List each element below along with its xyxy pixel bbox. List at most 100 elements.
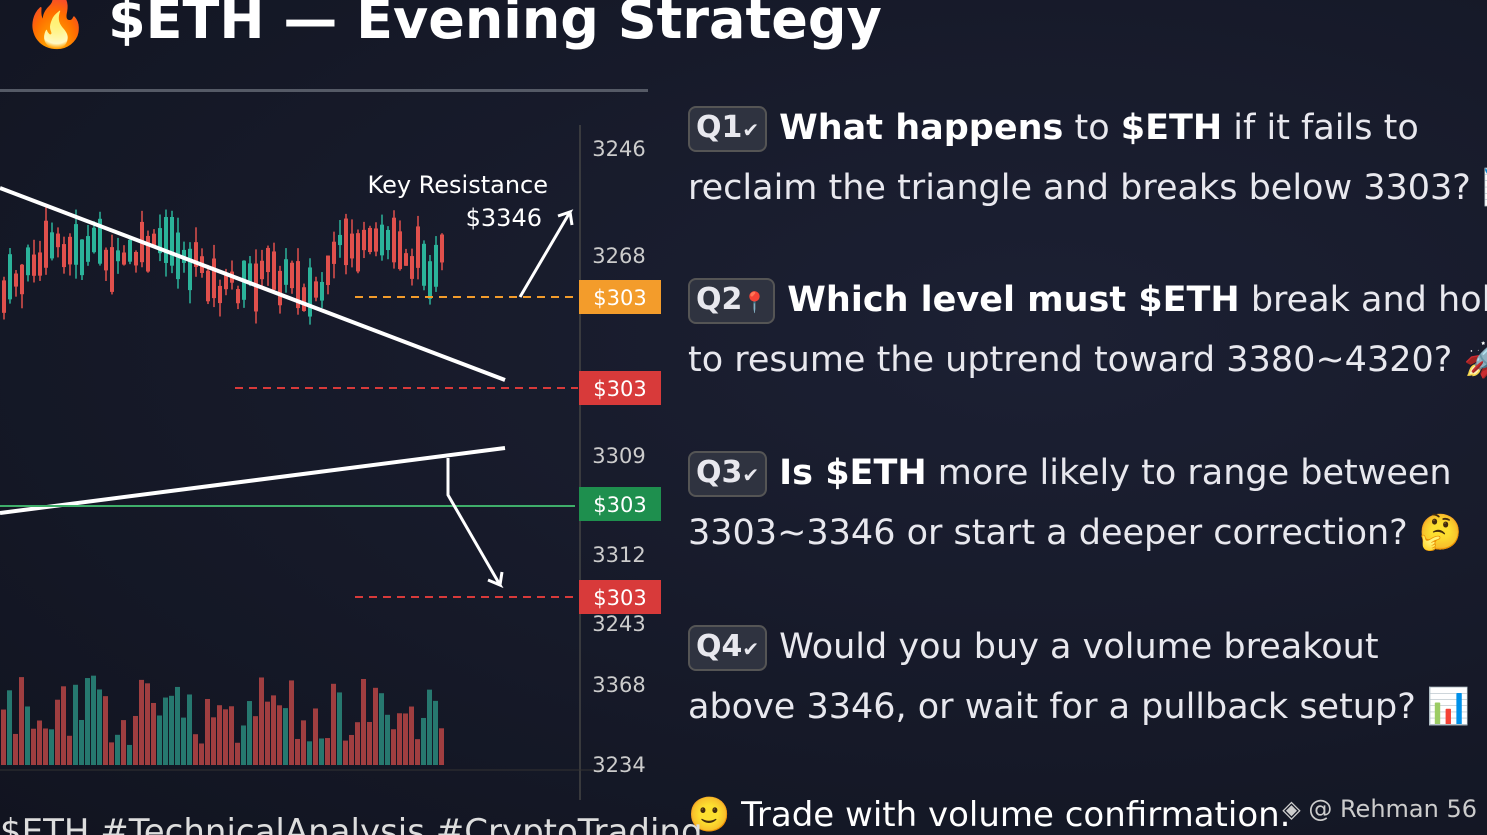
volume-bar [421,717,426,765]
candle-body [254,263,258,312]
volume-bar [121,720,126,765]
annotation: Key Resistance [368,171,548,199]
candle-body [122,252,126,265]
question-line: to resume the uptrend toward 3380~4320? … [688,330,1487,390]
candle-body [50,232,54,259]
volume-bar [271,695,276,765]
candle-body [86,236,90,262]
volume-bar [115,734,120,765]
volume-bar [361,678,366,765]
divider [0,89,648,92]
candle-body [380,224,384,256]
candle-body [296,261,300,309]
question-line: Q4✔ Would you buy a volume breakout [688,617,1471,677]
volume-bar [259,677,264,765]
axis-label: 3309 [592,444,645,468]
candle-body [80,239,84,276]
question-line: Q2📍 Which level must $ETH break and hold [688,270,1487,330]
candle-body [224,272,228,290]
arrow [518,209,574,298]
volume-bar [319,738,324,765]
question-text: if it fails to [1222,108,1419,148]
candle-body [212,258,216,299]
volume-bar [85,678,90,765]
volume-bar [205,698,210,765]
candle-body [266,247,270,273]
candle-body [152,233,156,247]
candle-body [116,250,120,262]
price-tag [579,487,661,521]
candle-body [32,254,36,276]
candle-body [20,264,24,295]
question-text: Would you buy a volume [779,627,1213,667]
axis-label: 3243 [592,612,645,636]
volume-bar [13,733,18,765]
volume-bar [373,687,378,765]
candle-body [170,216,174,266]
candle-body [350,233,354,259]
volume-bar [301,720,306,765]
volume-bar [25,706,30,765]
candle-body [278,270,282,306]
badge-icon: ✔ [742,118,760,142]
volume-bar [31,728,36,765]
volume-bar [133,715,138,765]
candle-body [260,260,264,280]
volume-bar [43,728,48,765]
badge-icon: ✔ [742,637,760,661]
volume-bar [415,739,420,765]
badge: Q1✔ [688,106,768,152]
volume-bar [163,697,168,765]
volume-bar [433,700,438,765]
price-tag [579,280,661,314]
volume-bar [91,675,96,765]
volume-bar [109,742,114,765]
volume-bar [61,686,66,765]
candle-body [44,220,48,268]
candle-body [146,235,150,272]
volume-bar [235,742,240,765]
candle-body [158,228,162,254]
axis-label: 3368 [592,673,645,697]
volume-bar [229,706,234,765]
candle-body [194,242,198,267]
volume-bar [1,709,6,765]
candle-body [368,227,372,253]
volume-bar [265,701,270,765]
candle-body [56,233,60,248]
volume-bar [67,735,72,765]
trendline [0,446,506,515]
volume-bar [409,706,414,765]
price-tag [579,371,661,405]
volume-bar [181,717,186,765]
badge: Q2📍 [688,278,776,324]
badge-text: Q1 [696,110,743,145]
volume-bar [403,713,408,765]
question-line: 3303~3346 or start a deeper correction? … [688,503,1462,563]
volume-bar [49,729,54,765]
candle-body [104,249,108,271]
candle-body [2,280,6,313]
title-icon: 🔥 [22,0,90,51]
title-text: $ETH — Evening Strategy [108,0,882,51]
hashtags: $ETH #TechnicalAnalysis #CryptoTrading [0,812,703,835]
candle-body [410,256,414,279]
volume-bar [283,708,288,765]
question-text: above 3346, or wait for a pullback setup… [688,687,1471,727]
price-tag-label: $303 [593,377,646,401]
volume-bar [343,740,348,765]
volume-bar [169,695,174,765]
candle-body [92,227,96,253]
volume-bar [397,713,402,765]
question-line: reclaim the triangle and breaks below 33… [688,158,1487,218]
axis-label: 3246 [592,137,645,161]
candle-body [332,241,336,264]
volume-bar [247,701,252,765]
price-tag [579,580,661,614]
candle-body [434,244,438,287]
candle-body [38,252,42,276]
candle-body [338,234,342,246]
axis-label: 3234 [592,753,645,777]
volume-bar [193,734,198,765]
volume-bar [223,709,228,765]
